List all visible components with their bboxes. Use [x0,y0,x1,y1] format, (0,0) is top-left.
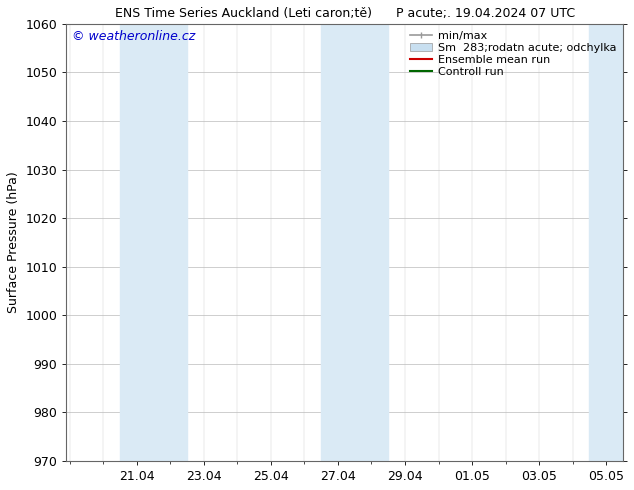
Text: © weatheronline.cz: © weatheronline.cz [72,30,195,44]
Y-axis label: Surface Pressure (hPa): Surface Pressure (hPa) [7,172,20,313]
Title: ENS Time Series Auckland (Leti caron;tě)      P acute;. 19.04.2024 07 UTC: ENS Time Series Auckland (Leti caron;tě)… [115,7,574,20]
Bar [120,24,187,461]
Bar [321,24,388,461]
Bar [590,24,623,461]
Legend: min/max, Sm  283;rodatn acute; odchylka, Ensemble mean run, Controll run: min/max, Sm 283;rodatn acute; odchylka, … [406,26,621,82]
